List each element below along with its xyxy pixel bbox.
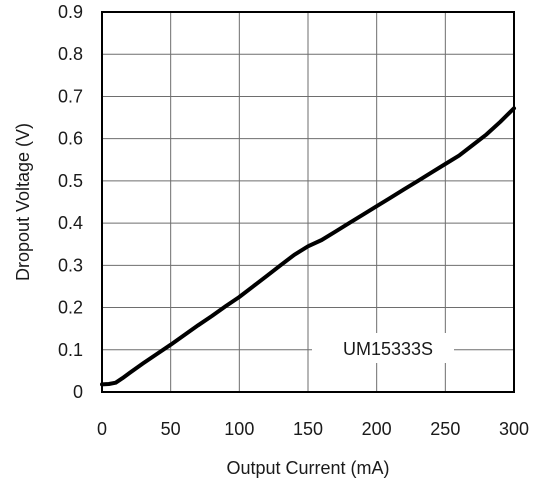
y-tick-label: 0.9 — [58, 2, 83, 22]
annotation-label: UM15333S — [343, 339, 433, 359]
y-tick-label: 0.3 — [58, 255, 83, 275]
tick-labels: 0 50 100 150 200 250 300 0 0.1 0.2 0.3 0.4 0.5 0.6 0.7… — [58, 2, 529, 439]
x-axis-label: Output Current (mA) — [226, 458, 389, 478]
y-tick-label: 0.6 — [58, 129, 83, 149]
y-tick-label: 0.7 — [58, 86, 83, 106]
y-tick-label: 0.1 — [58, 340, 83, 360]
annotation-layer: UM15333S — [312, 333, 454, 363]
y-tick-label: 0.4 — [58, 213, 83, 233]
y-tick-label: 0.8 — [58, 44, 83, 64]
y-tick-label: 0 — [73, 382, 83, 402]
series-layer — [100, 106, 516, 387]
x-tick-label: 250 — [430, 419, 460, 439]
y-axis-label: Dropout Voltage (V) — [13, 123, 33, 281]
x-tick-label: 200 — [362, 419, 392, 439]
x-tick-label: 0 — [97, 419, 107, 439]
x-tick-label: 150 — [293, 419, 323, 439]
x-tick-label: 300 — [499, 419, 529, 439]
grid-lines — [102, 12, 514, 392]
y-tick-label: 0.2 — [58, 298, 83, 318]
x-tick-label: 50 — [161, 419, 181, 439]
plot-frame — [101, 11, 515, 393]
x-tick-label: 100 — [224, 419, 254, 439]
y-tick-label: 0.5 — [58, 171, 83, 191]
annotation-box — [312, 333, 454, 363]
series-line — [100, 106, 516, 387]
